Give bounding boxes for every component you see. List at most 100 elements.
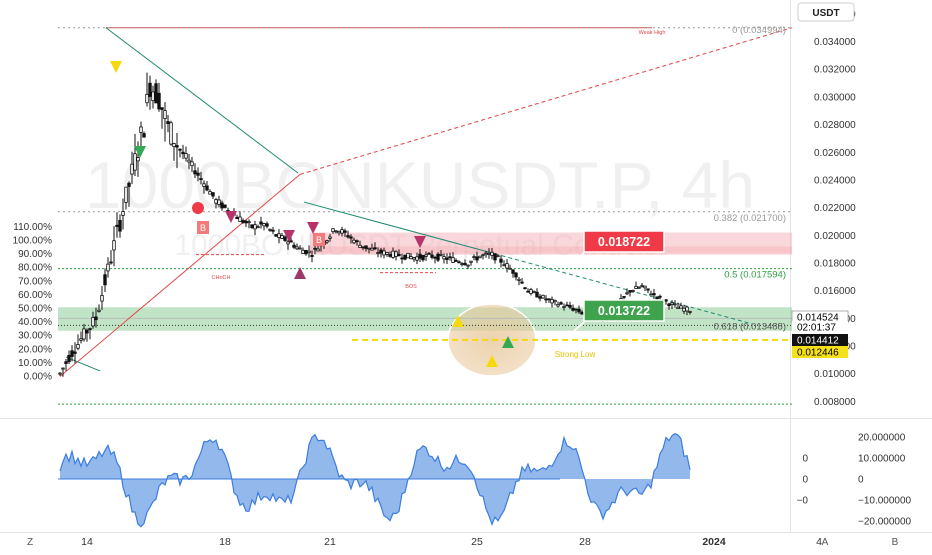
magenta-down-triangle [225,211,237,223]
candle-body [571,307,575,311]
candle-body [109,261,113,264]
candle-body [124,186,128,203]
candle-body [235,216,239,220]
candle-body [688,311,692,313]
candle-body [679,305,683,309]
callout-red-label: 0.018722 [598,235,650,249]
candle-body [304,250,308,255]
candle-body [421,255,425,261]
candle-body [514,272,518,278]
candle-body [244,220,248,224]
callout-red [583,230,665,253]
candle-body [457,261,461,264]
candle-body [448,256,452,259]
candle-body [643,285,647,289]
percent-tick-label: 80.00% [18,263,52,274]
candle-body [439,253,443,256]
fib-level-label: 0 (0.034994) [732,25,786,36]
oscillator-tick-label: 0 [858,475,864,486]
corner-label-a: A [822,537,829,548]
yellow-up-triangle [486,355,498,367]
candle-body [64,361,68,364]
percent-tick-label: 60.00% [18,290,52,301]
candle-body [91,317,95,327]
candle-body [388,254,392,257]
candle-body [547,298,551,301]
candle-body [409,256,413,260]
candle-body [205,185,209,191]
candle-body [364,245,368,249]
candle-body [469,260,473,263]
candle-body [172,143,176,148]
candle-body [517,278,521,281]
bos-marker-box [313,233,325,246]
candle-body [175,145,179,148]
candle-body [460,263,464,266]
candle-body [352,239,356,244]
candle-body [112,240,116,251]
teal-trend-extension [487,251,753,325]
candle-body [625,292,629,295]
candle-body [634,285,638,289]
candle-body [379,249,383,254]
candle-body [355,240,359,243]
time-tick-label: 18 [219,536,231,548]
candle-body [142,133,146,138]
candle-body [151,91,155,102]
candle-body [550,299,554,304]
candle-body [511,269,515,274]
candle-body [490,251,494,256]
teal-trend-line-2 [303,201,489,253]
candle-body [505,263,509,269]
candle-body [325,240,329,243]
candle-body [649,293,653,296]
fib-level-label: 0.382 (0.021700) [714,213,786,224]
candle-body [106,263,110,272]
price-tick-label: 0.028000 [814,120,856,131]
candle-body [553,300,557,303]
candle-body [565,304,569,307]
candle-body [250,224,254,229]
currency-label: USDT [812,8,839,19]
red-circle-marker [192,202,204,214]
candle-body [76,344,80,349]
candle-body [79,338,83,341]
candle-body [412,257,416,260]
candle-body [301,249,305,254]
candle-body [277,233,281,238]
candle-body [406,252,410,259]
oscillator-left-tick-label: 0 [802,475,808,486]
candle-body [670,302,674,306]
candle-body [685,306,689,312]
candle-body [466,264,470,267]
candle-body [667,303,671,307]
yellow-up-triangle [452,315,464,327]
candle-body [313,247,317,250]
candle-body [478,255,482,259]
candle-body [238,216,242,222]
price-tag-label: 0.014412 [797,336,839,347]
price-tick-label: 0.008000 [814,397,856,408]
candle-body [280,235,284,239]
callout-green-pointer [573,321,585,332]
candle-body [148,82,152,97]
yellow-down-triangle [110,61,122,73]
percent-tick-label: 100.00% [13,236,53,247]
bos-label: BOS [405,284,417,290]
oscillator-tick-label: 20.000000 [858,433,906,444]
oscillator-left-tick-label: 0 [802,454,808,465]
candle-body [658,295,662,298]
candle-body [451,257,455,263]
candle-body [463,262,467,266]
candle-body [121,211,125,216]
candle-body [85,329,89,334]
oscillator-line [59,433,691,528]
candle-body [484,252,488,255]
price-tick-label: 0.032000 [814,65,856,76]
candle-body [343,230,347,233]
candle-body [568,305,572,308]
candle-body [385,252,389,255]
candle-body [361,246,365,249]
candle-body [253,224,257,230]
